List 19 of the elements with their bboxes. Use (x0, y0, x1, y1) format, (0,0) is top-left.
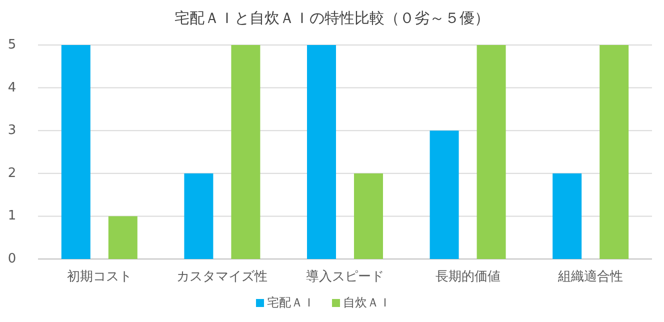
y-tick-label: 2 (8, 166, 16, 181)
legend-label: 自炊ＡＩ (343, 295, 391, 310)
legend-label: 宅配ＡＩ (267, 295, 315, 310)
bar (231, 45, 260, 259)
y-tick-label: 1 (8, 208, 16, 224)
bar (354, 173, 383, 259)
y-tick-label: 3 (8, 123, 16, 138)
y-tick-label: 4 (8, 80, 16, 96)
bar (184, 173, 214, 259)
bar (61, 45, 90, 259)
bar (307, 45, 336, 259)
y-tick-label: 0 (8, 252, 16, 267)
title: 宅配ＡＩと自炊ＡＩの特性比較（０劣～５優） (174, 9, 490, 28)
bar (552, 173, 582, 259)
bar (476, 45, 506, 259)
bar (600, 45, 629, 259)
bar (108, 216, 138, 259)
bar (430, 130, 459, 259)
y-tick-label: 5 (8, 38, 16, 53)
